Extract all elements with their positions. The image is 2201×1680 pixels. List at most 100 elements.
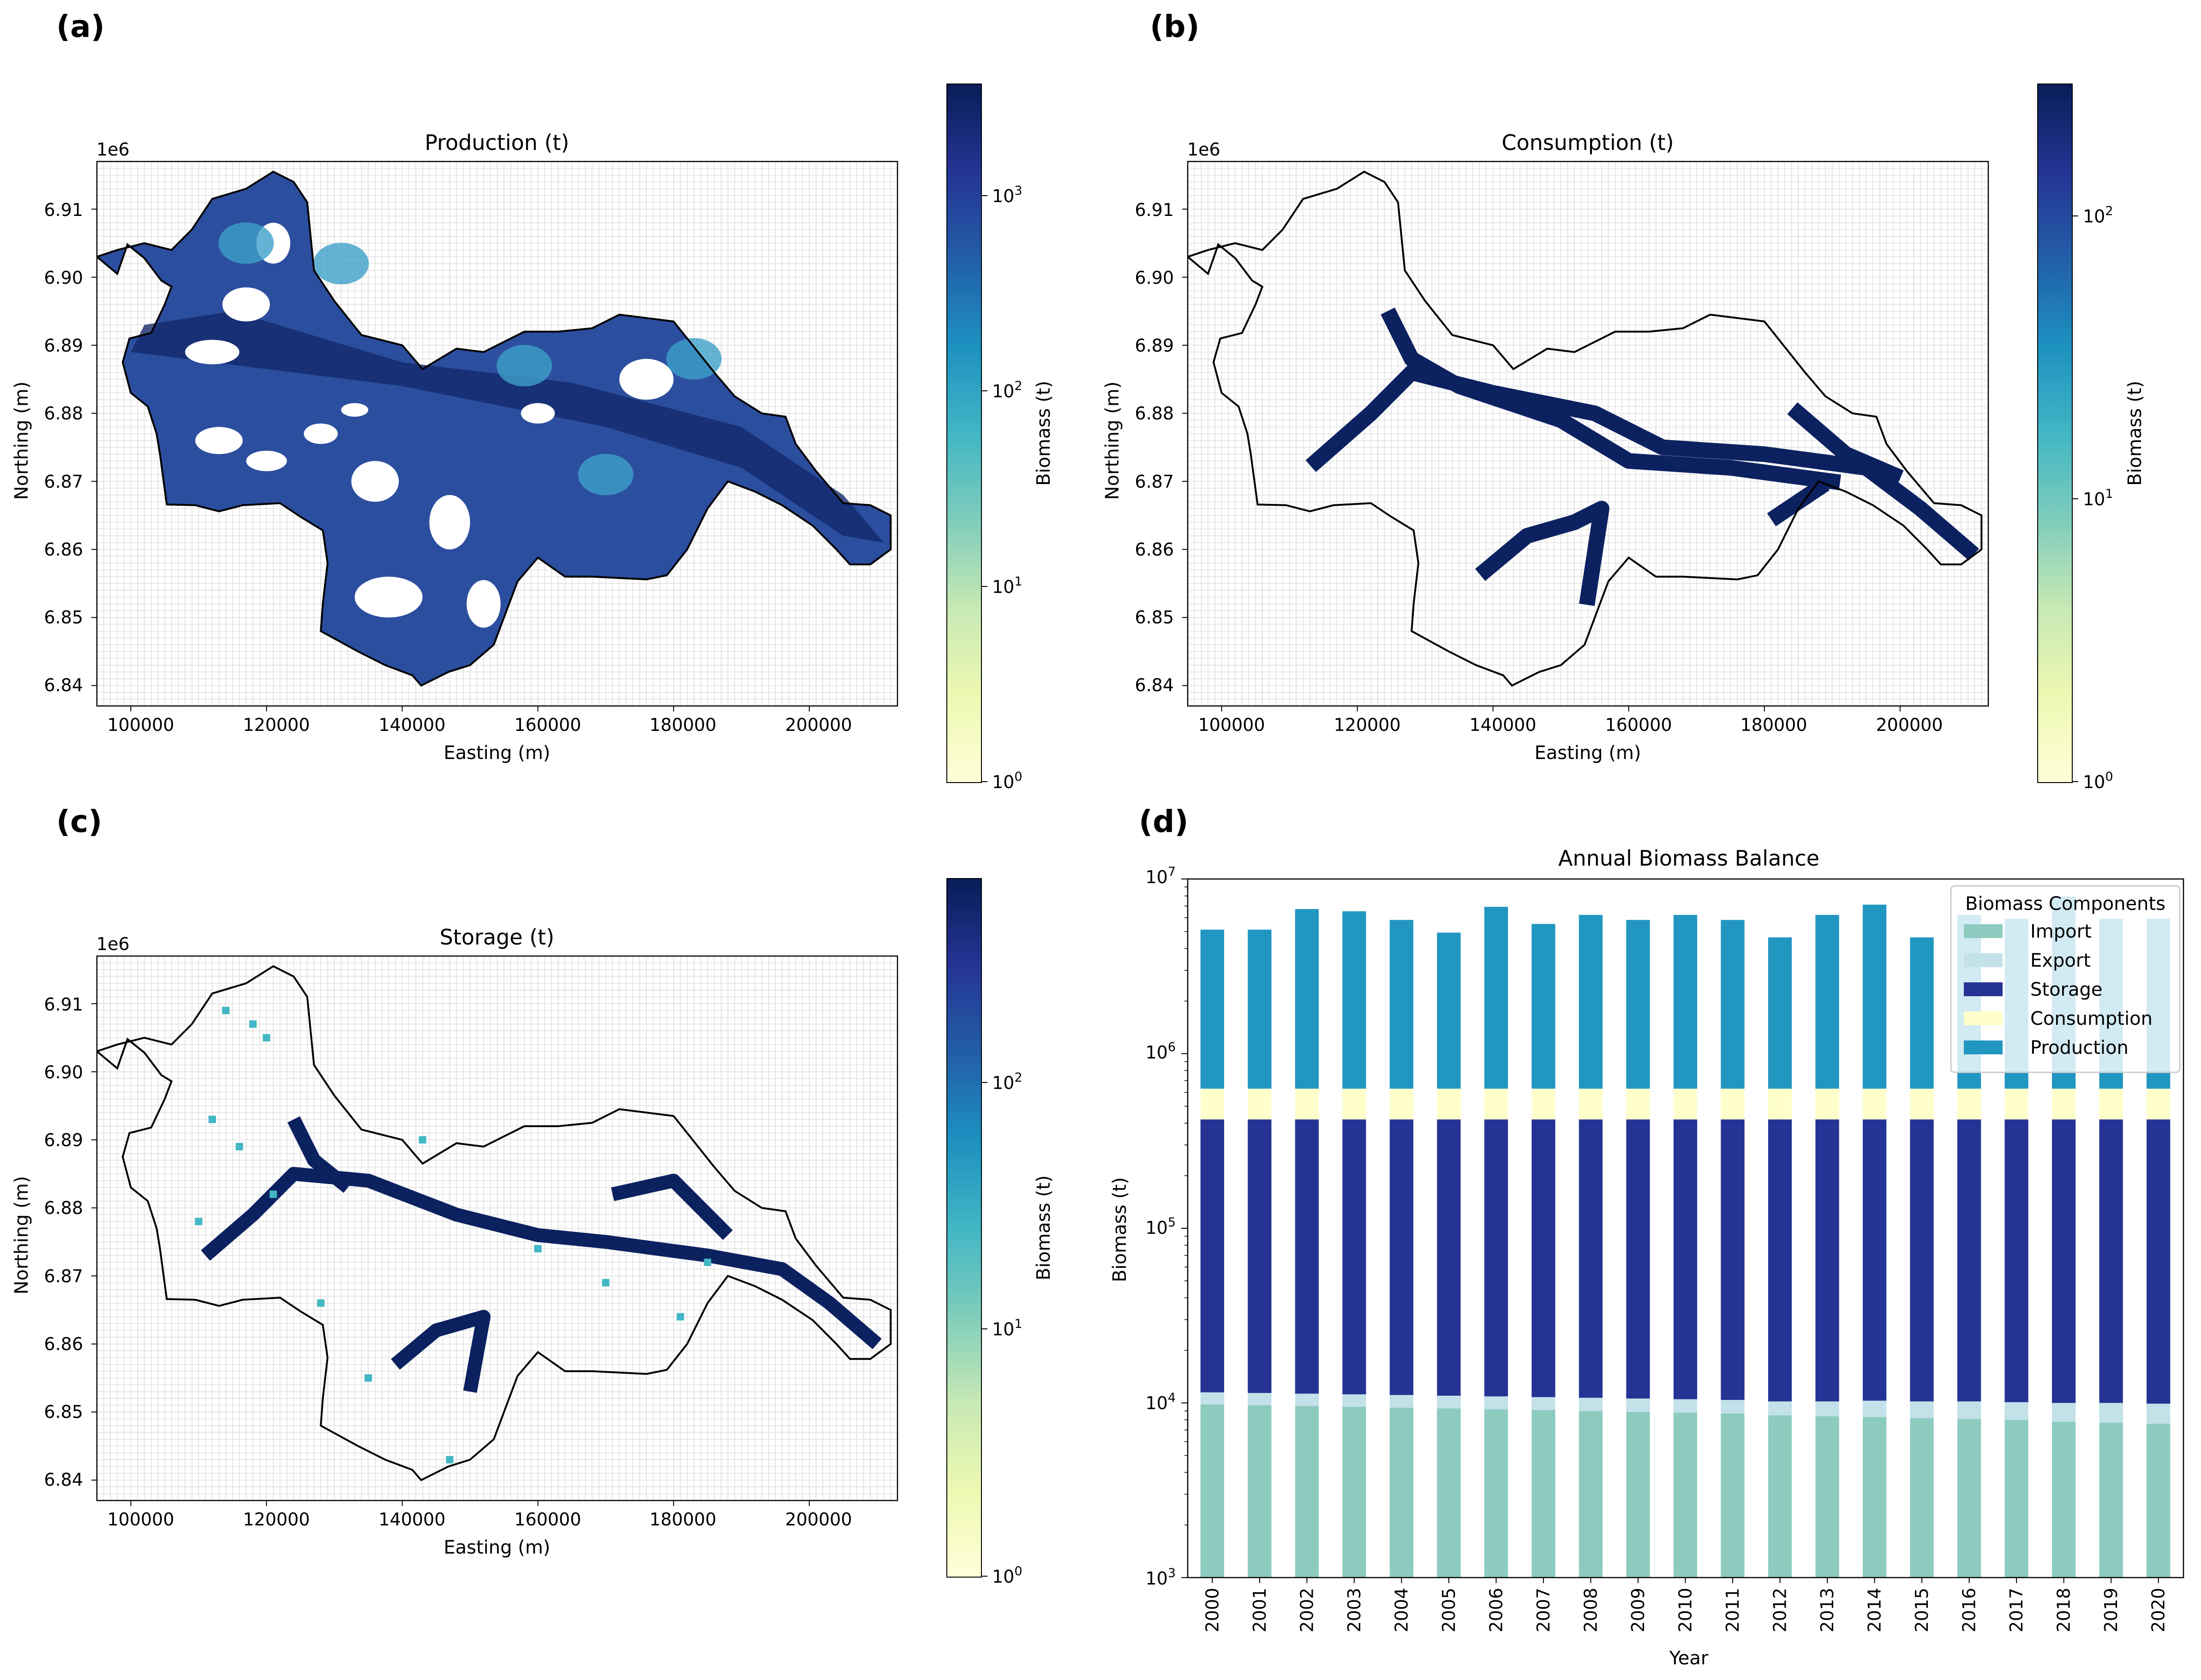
x-tick-label: 180000 [649, 715, 716, 735]
colorbar: 100 101 102 103 Biomass (t) [946, 84, 1054, 792]
legend-label-export: Export [2030, 950, 2091, 971]
x-tick-label: 2000 [1202, 1588, 1222, 1632]
bar-segment-import [1248, 1405, 1272, 1578]
storage-cell-low [269, 1190, 277, 1198]
bar-segment-import [2099, 1423, 2123, 1578]
storage-cell-low [235, 1143, 243, 1150]
bar-segment-consumption [1200, 1088, 1224, 1120]
bar-segment-storage [1437, 1119, 1461, 1396]
colorbar-tick: 101 [992, 1317, 1023, 1339]
bar-segment-export [1200, 1392, 1224, 1405]
legend-swatch-production [1964, 1040, 2003, 1054]
bar-segment-import [1531, 1410, 1555, 1578]
bar-segment-production [1721, 920, 1745, 1089]
consumption-cells [1767, 477, 1830, 526]
x-tick-label: 2011 [1723, 1588, 1743, 1632]
y-tick-label: 6.90 [44, 1062, 83, 1082]
y-axis-label: Northing (m) [11, 382, 32, 500]
chart-title: Annual Biomass Balance [1558, 846, 1819, 871]
y-tick-label: 6.91 [44, 994, 83, 1015]
map-title: Production (t) [425, 130, 569, 155]
bar-segment-storage [2052, 1119, 2076, 1403]
x-tick-label: 160000 [514, 1509, 581, 1530]
bar-segment-consumption [2099, 1088, 2123, 1120]
bar-segment-production [1862, 904, 1887, 1089]
bar-segment-import [1957, 1419, 1981, 1578]
consumption-cells [1305, 365, 1979, 561]
y-ticks: 6.84 6.85 6.86 6.87 6.88 6.89 6.90 6.91 [44, 994, 83, 1490]
x-tick-label: 2008 [1580, 1588, 1601, 1632]
colorbar: 100 101 102 Biomass (t) [946, 878, 1054, 1587]
y-tick-label: 6.86 [1135, 539, 1174, 560]
legend-label-storage: Storage [2030, 979, 2103, 1000]
bar-segment-production [1815, 915, 1839, 1089]
legend-title: Biomass Components [1965, 893, 2165, 915]
x-tick-label: 2017 [2006, 1588, 2027, 1632]
legend-label-production: Production [2030, 1037, 2129, 1058]
y-axis-label: Northing (m) [1102, 382, 1123, 500]
bar-segment-export [1626, 1398, 1650, 1412]
map-title: Consumption (t) [1501, 130, 1674, 155]
colorbar-tick: 100 [2083, 770, 2113, 792]
bar-segment-storage [2099, 1119, 2123, 1403]
legend: Biomass Components Import Export Storage Co… [1950, 885, 2181, 1073]
bar-chart-panel: Annual Biomass Balance 2000 2001 2002 2003 2… [1109, 846, 2184, 1669]
bar-segment-storage [1484, 1119, 1508, 1397]
x-tick-label: 140000 [378, 715, 445, 735]
study-area-outline [1188, 170, 1983, 687]
storage-cell-low [704, 1258, 712, 1266]
colorbar-tick: 100 [992, 1564, 1023, 1587]
x-axis-label: Year [1669, 1648, 1709, 1669]
bar-segment-consumption [1862, 1088, 1887, 1120]
storage-cell-low [446, 1456, 454, 1464]
panel-label-b: (b) [1150, 9, 1200, 44]
y-tick-label: 6.89 [1135, 335, 1174, 356]
y-tick-label: 106 [1145, 1040, 1176, 1063]
x-tick-label: 2006 [1486, 1588, 1506, 1632]
bar-segment-storage [1295, 1119, 1319, 1394]
production-cells [131, 311, 884, 543]
y-tick-label: 6.91 [1135, 200, 1174, 220]
bar-segment-import [1815, 1416, 1839, 1578]
bar-segment-consumption [1531, 1088, 1555, 1120]
bar-segment-production [1389, 920, 1414, 1089]
bar-segment-production [1910, 937, 1934, 1089]
storage-cell-low [676, 1313, 684, 1321]
bar-segment-export [1957, 1401, 1981, 1419]
x-tick-label: 2012 [1770, 1588, 1790, 1632]
colorbar-gradient [946, 878, 982, 1578]
bar-segment-consumption [1295, 1088, 1319, 1120]
bar-segment-production [1342, 911, 1366, 1089]
empty-cell-region [222, 287, 270, 322]
bar-plot-area: 2000 2001 2002 2003 2004 2005 2006 2007 2008 2009… [1181, 878, 2184, 1632]
production-cells [496, 345, 552, 387]
bar-segment-storage [1389, 1119, 1414, 1395]
y-tick-label: 107 [1145, 865, 1176, 887]
y-tick-label: 6.89 [44, 1130, 83, 1150]
bar-segment-consumption [2147, 1088, 2171, 1120]
bar-segment-consumption [1437, 1088, 1461, 1120]
x-tick-label: 2003 [1344, 1588, 1364, 1632]
y-tick-label: 6.88 [44, 1198, 83, 1218]
empty-cell-region [354, 576, 423, 618]
y-tick-label: 6.84 [44, 675, 83, 695]
map-plot-area [91, 161, 898, 711]
empty-cell-region [185, 340, 239, 365]
storage-cell-low [365, 1374, 372, 1382]
bar-segment-production [1579, 915, 1603, 1089]
empty-cell-region [351, 461, 399, 502]
bar-segment-consumption [1957, 1088, 1981, 1120]
x-tick-label: 2009 [1628, 1588, 1648, 1632]
map-cells [97, 172, 891, 686]
bar-segment-export [1862, 1400, 1887, 1417]
bar-segment-import [2052, 1422, 2076, 1578]
legend-items: Import Export Storage Consumption Production [1964, 921, 2153, 1058]
map-panel-storage: Storage (t) 1e6 Easting (m) Northing (m)… [11, 878, 1054, 1587]
y-axis-label: Biomass (t) [1109, 1177, 1130, 1282]
legend-swatch-storage [1964, 982, 2003, 996]
study-area-outline [97, 170, 892, 687]
x-tick-label: 2004 [1391, 1588, 1412, 1632]
bar-segment-export [2099, 1403, 2123, 1423]
x-tick-label: 160000 [514, 715, 581, 735]
bar-segment-consumption [1815, 1088, 1839, 1120]
